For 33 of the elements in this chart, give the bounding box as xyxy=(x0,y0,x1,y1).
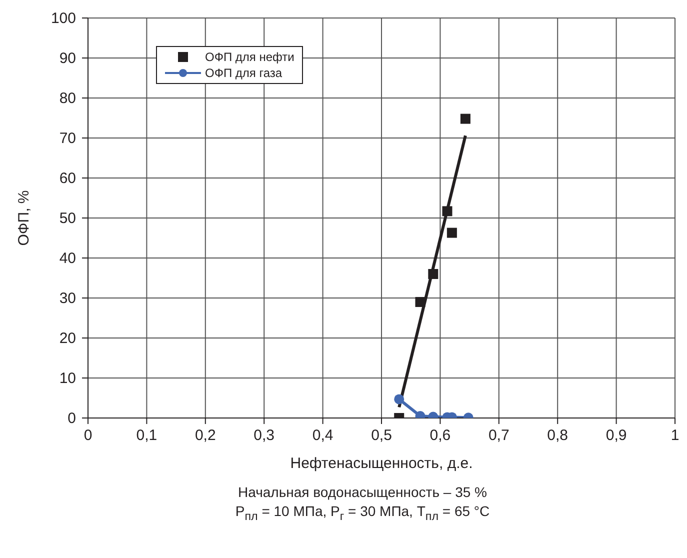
point xyxy=(415,297,426,307)
y-tick-label: 20 xyxy=(59,330,76,347)
y-tick-label: 80 xyxy=(59,90,76,107)
y-tick-label: 100 xyxy=(50,10,76,27)
y-tick-label: 10 xyxy=(59,370,76,387)
x-tick-label: 0,1 xyxy=(136,427,158,444)
x-tick-label: 0,5 xyxy=(371,427,392,444)
text: Начальная водонасыщенность – 35 % xyxy=(237,483,488,502)
legend-label: ОФП для газа xyxy=(205,65,282,81)
point xyxy=(446,228,457,238)
x-tick-label: 0,3 xyxy=(254,427,275,444)
y-tick-label: 30 xyxy=(59,290,76,307)
x-tick-label: 0,4 xyxy=(312,427,334,444)
x-tick-label: 1 xyxy=(670,427,680,444)
x-tick-label: 0,7 xyxy=(488,427,510,444)
y-tick-label: 40 xyxy=(59,250,76,267)
y-tick-label: 50 xyxy=(59,210,76,227)
y-tick-label: 0 xyxy=(68,410,76,427)
y-tick-label: 70 xyxy=(59,130,76,147)
x-tick-label: 0,2 xyxy=(194,427,216,444)
x-tick-label: 0 xyxy=(84,427,92,444)
y-tick-label: 60 xyxy=(59,170,76,187)
x-axis-title: Нефтенасыщенность, д.е. xyxy=(290,455,473,472)
y-tick-label: 90 xyxy=(59,50,76,67)
x-tick-label: 0,6 xyxy=(430,427,451,444)
point xyxy=(428,269,438,279)
x-tick-label: 0,8 xyxy=(547,427,568,444)
x-tick-label: 0,9 xyxy=(606,427,627,444)
legend-label: ОФП для нефти xyxy=(205,49,294,65)
point xyxy=(442,206,452,216)
point xyxy=(460,114,470,124)
text: P$_{пл}$ = 10 МПа, P$_{г}$ = 30 МПа, T$_{пл}$ = 65 °C xyxy=(234,502,491,525)
y-axis-title: ОФП, % xyxy=(15,190,32,246)
